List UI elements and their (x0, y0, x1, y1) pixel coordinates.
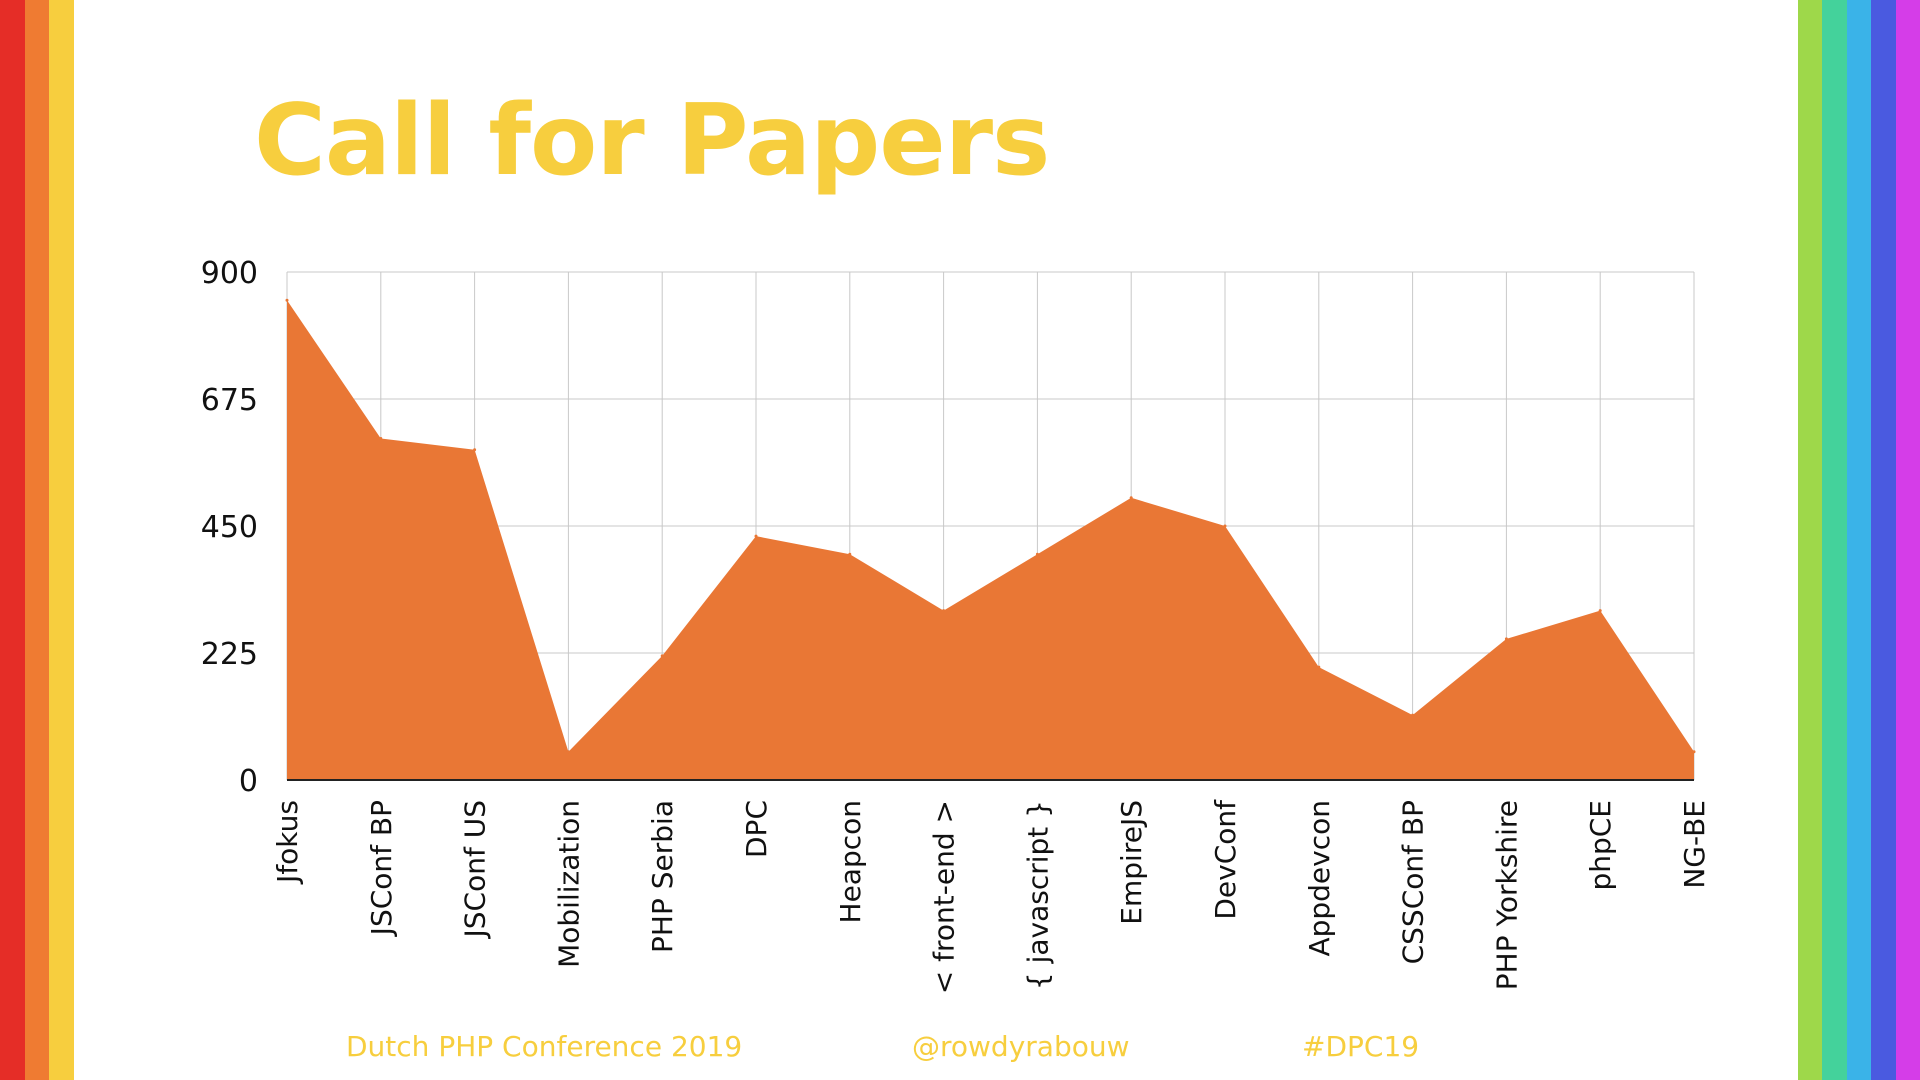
x-tick-label: EmpireJS (1115, 800, 1148, 925)
right-stripe-4 (1871, 0, 1896, 1080)
y-tick-label: 450 (201, 510, 258, 545)
x-tick-label: JSConf BP (365, 800, 398, 937)
data-point (1035, 552, 1039, 556)
x-tick-label: CSSConf BP (1397, 800, 1430, 964)
data-point (1598, 609, 1602, 613)
data-point (1411, 713, 1415, 717)
left-rainbow-stripes (0, 0, 74, 1080)
x-tick-label: Jfokus (271, 800, 304, 885)
area-chart: 0 225 450 675 900 Jfokus JSConf BP JSConf US Mob… (201, 256, 1711, 994)
right-stripe-2 (1822, 0, 1847, 1080)
left-stripe-2 (24, 0, 49, 1080)
right-stripe-1 (1797, 0, 1822, 1080)
x-tick-label: { javascript } (1021, 800, 1054, 990)
data-point (379, 437, 383, 441)
data-point (1692, 750, 1696, 754)
right-stripe-5 (1895, 0, 1920, 1080)
data-point (1504, 637, 1508, 641)
x-tick-label: < front-end > (928, 800, 961, 994)
x-tick-label: Heapcon (834, 800, 867, 923)
x-tick-label: Appdevcon (1303, 800, 1336, 957)
x-tick-label: DevConf (1209, 799, 1242, 920)
footer-hashtag: #DPC19 (1302, 1030, 1420, 1063)
data-point (942, 609, 946, 613)
data-point (1223, 524, 1227, 528)
left-stripe-1 (0, 0, 25, 1080)
data-point (754, 534, 758, 538)
slide-title: Call for Papers (254, 84, 1050, 198)
y-tick-label: 0 (239, 764, 258, 799)
data-point (660, 654, 664, 658)
x-tick-label: DPC (740, 800, 773, 858)
y-tick-label: 675 (201, 383, 258, 418)
area-series (287, 300, 1694, 780)
y-tick-label: 900 (201, 256, 258, 291)
right-stripe-3 (1846, 0, 1871, 1080)
data-point (285, 298, 289, 302)
right-rainbow-stripes (1797, 0, 1920, 1080)
data-point (1129, 496, 1133, 500)
data-point (473, 448, 477, 452)
footer-handle: @rowdyrabouw (912, 1030, 1130, 1063)
x-tick-label: JSConf US (459, 800, 492, 939)
y-tick-label: 225 (201, 637, 258, 672)
x-tick-label: PHP Yorkshire (1490, 800, 1523, 990)
x-tick-label: NG-BE (1678, 800, 1711, 889)
x-tick-label: PHP Serbia (646, 800, 679, 953)
data-point (1317, 665, 1321, 669)
data-point (848, 552, 852, 556)
left-stripe-3 (49, 0, 74, 1080)
footer-conference: Dutch PHP Conference 2019 (346, 1030, 743, 1063)
x-tick-label: Mobilization (552, 800, 585, 968)
x-tick-label: phpCE (1584, 800, 1617, 891)
data-point (566, 750, 570, 754)
